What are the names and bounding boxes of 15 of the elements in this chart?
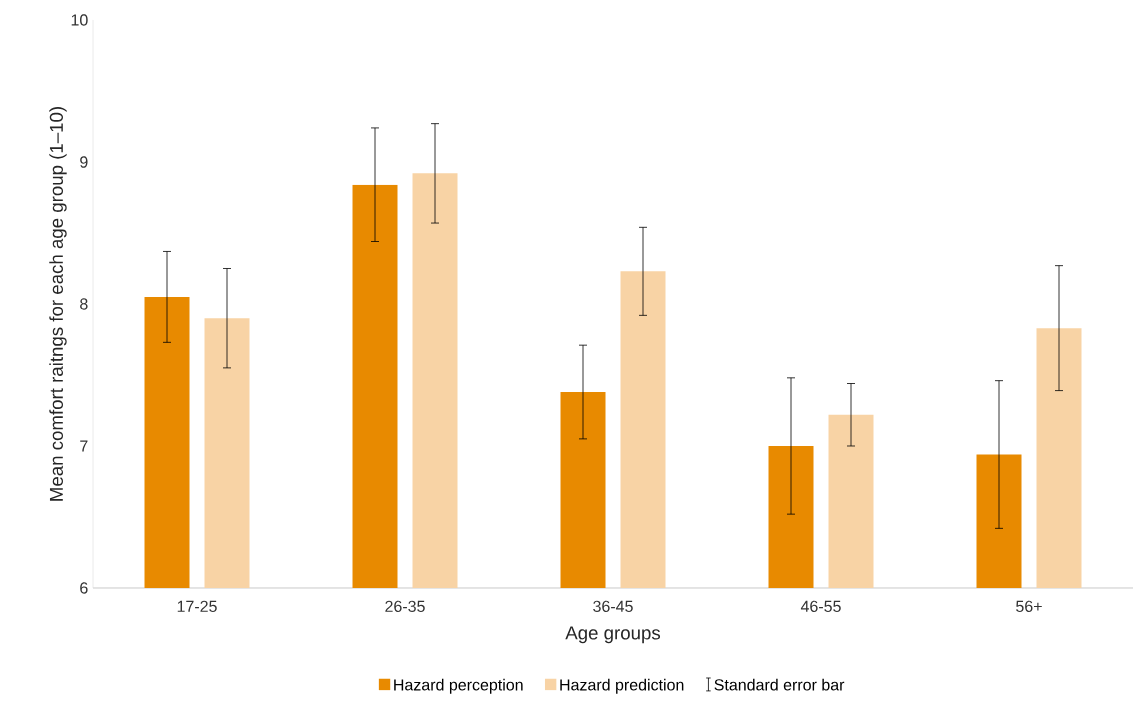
x-tick-label: 46-55 <box>800 600 841 613</box>
x-axis-title: Age groups <box>565 626 661 644</box>
y-axis-title: Mean comfort raitngs for each age group (1–10) <box>49 107 67 501</box>
x-tick-label: 26-35 <box>385 600 425 613</box>
legend-label: Hazard perception <box>394 678 523 694</box>
y-tick-label: 7 <box>80 440 88 452</box>
y-tick-label: 10 <box>71 14 88 26</box>
y-tick-label: 9 <box>80 156 88 168</box>
x-tick-label: 17-25 <box>177 600 217 613</box>
x-tick-label: 56+ <box>1016 600 1042 613</box>
x-tick-label: 36-45 <box>593 600 633 613</box>
legend-label: Hazard prediction <box>560 678 684 694</box>
text: Standard error bar <box>714 678 845 691</box>
y-tick-label: 8 <box>80 298 88 310</box>
y-tick-label: 6 <box>80 582 88 594</box>
